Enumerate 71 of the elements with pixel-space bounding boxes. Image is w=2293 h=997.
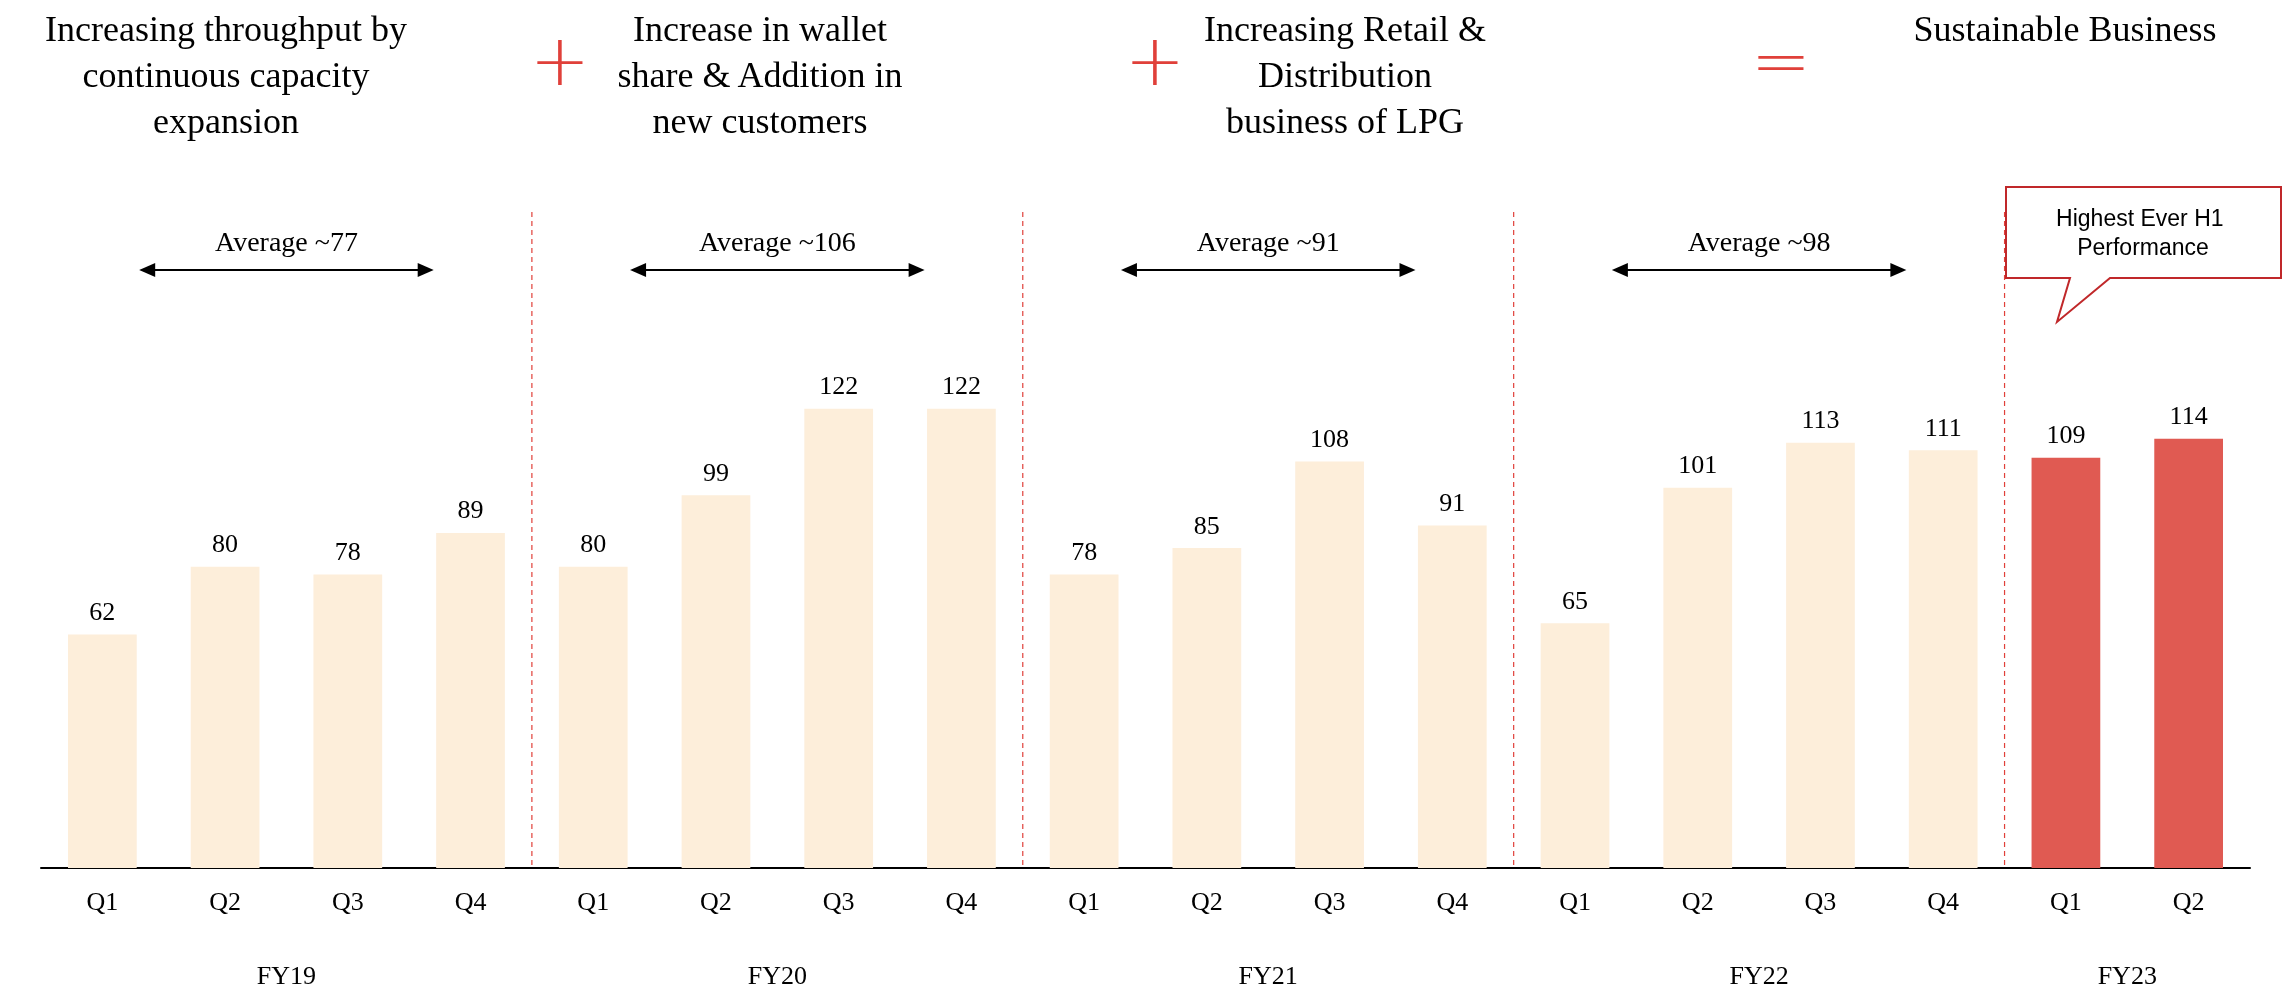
data-label: 78 [1071,536,1098,566]
bar [1172,548,1242,868]
data-label: 62 [89,597,116,627]
text: Increasing throughput by continuous capacity expansion [44,8,408,143]
bar [436,532,505,868]
data-label: 109 [2046,420,2086,450]
x-tick-label: Q4 [454,886,487,916]
text: = [1750,18,1812,102]
data-label: 78 [334,536,361,566]
text: Sustainable Business [1912,8,2218,51]
x-tick-label: Q1 [2050,886,2082,916]
x-tick-label: Q3 [1313,886,1346,916]
x-tick-label: Q3 [822,886,855,916]
data-label: 114 [2169,401,2208,431]
x-tick-label: Q1 [86,886,119,916]
data-label: 91 [1439,487,1466,517]
data-label: 85 [1193,510,1220,540]
data-label: 111 [1924,412,1962,442]
x-tick-label: Q4 [945,886,978,916]
x-tick-label: Q2 [700,886,732,916]
data-label: 101 [1678,450,1718,480]
text: FY22 [1729,960,1789,990]
data-label: 99 [702,457,729,487]
data-label: 122 [941,371,981,401]
bar [804,408,874,868]
data-label: 65 [1562,585,1589,615]
bar [190,566,260,868]
text: FY23 [2097,960,2157,990]
bar [2154,438,2223,868]
data-label: 89 [457,495,484,525]
x-tick-label: Q2 [1190,886,1223,916]
x-tick-label: Q2 [1681,886,1714,916]
x-tick-label: Q1 [1559,886,1591,916]
x-tick-label: Q1 [1068,886,1101,916]
text: Highest Ever H1 Performance [2056,204,2230,260]
text: Increasing Retail & Distribution business of LPG [1203,8,1487,143]
bar [68,634,137,868]
bar [313,574,383,868]
data-label: 108 [1310,423,1350,453]
text: FY20 [747,960,807,990]
text: + [1124,18,1186,102]
bar [927,408,996,868]
bar [558,566,628,868]
data-label: 113 [1801,405,1840,435]
text: Average ~98 [1687,225,1831,257]
text: FY21 [1238,960,1298,990]
bar [1049,574,1119,868]
bar [2031,457,2101,868]
text: Average ~106 [698,225,856,257]
x-tick-label: Q4 [1436,886,1469,916]
data-label: 122 [819,371,859,401]
x-tick-label: Q1 [577,886,610,916]
text: Average ~91 [1196,225,1340,257]
x-tick-label: Q2 [2172,886,2205,916]
x-tick-label: Q4 [1927,886,1960,916]
text: FY19 [256,960,317,990]
text: + [529,18,591,102]
x-tick-label: Q2 [209,886,241,916]
text: Average ~77 [214,225,358,257]
data-label: 80 [580,529,607,559]
bar [1786,442,1855,868]
bar [1908,450,1978,868]
bar [1295,461,1364,868]
bar [1417,525,1487,868]
bar [1663,487,1733,868]
x-tick-label: Q3 [1804,886,1837,916]
x-tick-label: Q3 [331,886,364,916]
data-label: 80 [212,529,239,559]
text: Increase in wallet share & Addition in new customers [616,8,904,143]
bar [681,495,751,868]
bar [1540,623,1610,868]
